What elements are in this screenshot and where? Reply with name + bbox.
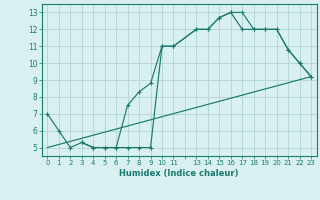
X-axis label: Humidex (Indice chaleur): Humidex (Indice chaleur)	[119, 169, 239, 178]
